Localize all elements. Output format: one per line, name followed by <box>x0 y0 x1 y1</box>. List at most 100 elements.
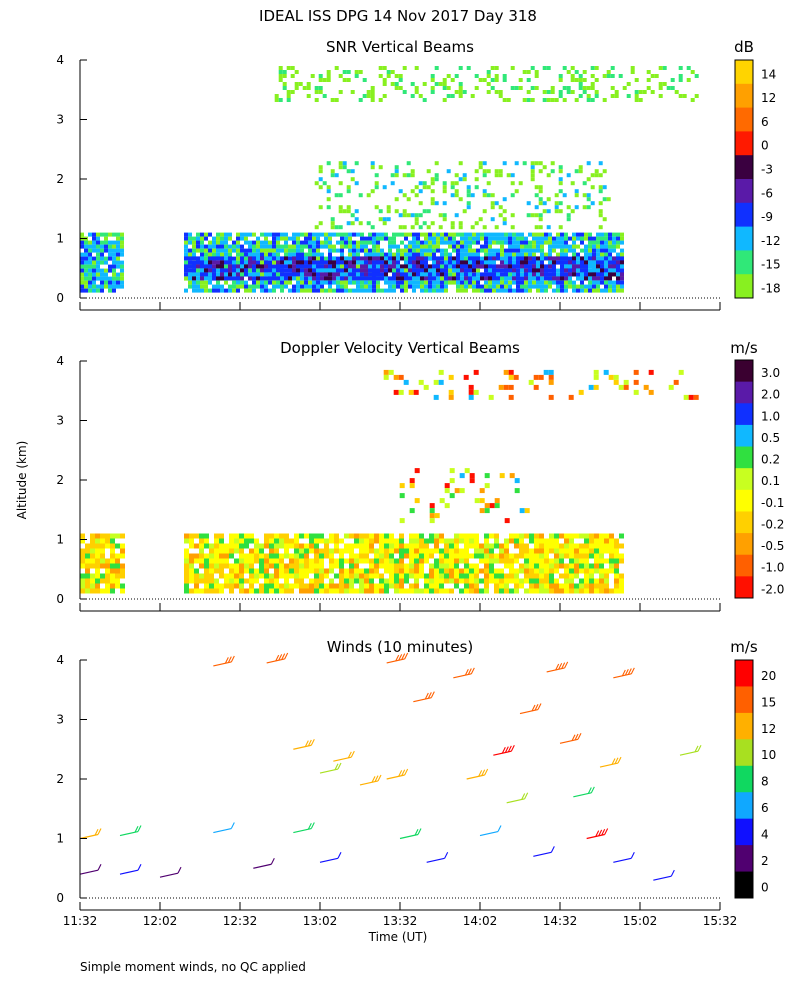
heatmap-cell <box>406 213 411 218</box>
heatmap-cell <box>309 558 314 564</box>
heatmap-cell <box>184 588 189 594</box>
heatmap-cell <box>604 232 608 237</box>
heatmap-cell <box>268 256 272 261</box>
heatmap-cell <box>105 578 110 584</box>
heatmap-cell <box>494 578 499 584</box>
heatmap-cell <box>520 260 524 265</box>
wind-barb <box>533 846 555 857</box>
heatmap-cell <box>239 578 244 584</box>
heatmap-cell <box>424 548 429 554</box>
heatmap-cell <box>252 284 256 289</box>
heatmap-cell <box>386 209 391 214</box>
heatmap-cell <box>364 533 369 539</box>
heatmap-cell <box>474 185 479 190</box>
heatmap-cell <box>292 268 296 273</box>
heatmap-cell <box>244 260 248 265</box>
heatmap-cell <box>298 82 303 86</box>
heatmap-cell <box>380 268 384 273</box>
heatmap-cell <box>264 236 268 241</box>
heatmap-cell <box>592 284 596 289</box>
heatmap-cell <box>344 543 349 549</box>
heatmap-cell <box>582 181 587 186</box>
heatmap-cell <box>559 558 564 564</box>
heatmap-cell <box>589 553 594 559</box>
heatmap-cell <box>602 197 607 202</box>
heatmap-cell <box>440 264 444 269</box>
heatmap-cell <box>300 260 304 265</box>
heatmap-cell <box>510 181 515 186</box>
heatmap-cell <box>449 553 454 559</box>
heatmap-cell <box>568 236 572 241</box>
heatmap-cell <box>419 573 424 579</box>
heatmap-cell <box>508 284 512 289</box>
heatmap-cell <box>442 181 447 186</box>
heatmap-cell <box>95 543 100 549</box>
heatmap-cell <box>378 66 383 70</box>
heatmap-cell <box>492 276 496 281</box>
heatmap-cell <box>424 240 428 245</box>
heatmap-cell <box>199 548 204 554</box>
heatmap-cell <box>504 558 509 564</box>
heatmap-cell <box>112 244 116 249</box>
heatmap-cell <box>116 284 120 289</box>
heatmap-cell <box>304 548 309 554</box>
heatmap-cell <box>536 284 540 289</box>
heatmap-cell <box>212 260 216 265</box>
heatmap-cell <box>284 276 288 281</box>
heatmap-cell <box>499 578 504 584</box>
heatmap-cell <box>84 252 88 257</box>
heatmap-cell <box>598 213 603 218</box>
heatmap-cell <box>474 533 479 539</box>
colorbar-swatch <box>735 712 753 740</box>
heatmap-cell <box>468 248 472 253</box>
heatmap-cell <box>470 94 475 98</box>
heatmap-cell <box>120 232 124 237</box>
heatmap-cell <box>446 169 451 174</box>
heatmap-cell <box>105 588 110 594</box>
heatmap-cell <box>544 573 549 579</box>
heatmap-cell <box>492 264 496 269</box>
heatmap-cell <box>588 284 592 289</box>
heatmap-cell <box>324 538 329 544</box>
heatmap-cell <box>224 248 228 253</box>
heatmap-cell <box>276 272 280 277</box>
heatmap-cell <box>482 78 487 82</box>
heatmap-cell <box>468 252 472 257</box>
heatmap-cell <box>550 90 555 94</box>
heatmap-cell <box>468 256 472 261</box>
heatmap-cell <box>304 268 308 273</box>
heatmap-cell <box>392 240 396 245</box>
heatmap-cell <box>574 588 579 594</box>
heatmap-cell <box>436 248 440 253</box>
heatmap-cell <box>399 493 405 499</box>
heatmap-cell <box>84 268 88 273</box>
heatmap-cell <box>496 248 500 253</box>
heatmap-cell <box>419 533 424 539</box>
heatmap-cell <box>204 533 209 539</box>
heatmap-cell <box>296 280 300 285</box>
heatmap-cell <box>248 252 252 257</box>
heatmap-cell <box>589 538 594 544</box>
heatmap-cell <box>300 248 304 253</box>
heatmap-cell <box>272 268 276 273</box>
heatmap-cell <box>534 583 539 589</box>
heatmap-cell <box>292 256 296 261</box>
heatmap-cell <box>509 538 514 544</box>
heatmap-cell <box>115 553 120 559</box>
heatmap-cell <box>408 389 414 395</box>
heatmap-cell <box>429 533 434 539</box>
heatmap-cell <box>508 272 512 277</box>
heatmap-cell <box>328 260 332 265</box>
heatmap-cell <box>100 248 104 253</box>
heatmap-cell <box>480 260 484 265</box>
heatmap-cell <box>339 558 344 564</box>
heatmap-cell <box>284 236 288 241</box>
heatmap-cell <box>312 280 316 285</box>
heatmap-cell <box>320 288 324 293</box>
heatmap-cell <box>688 394 694 400</box>
heatmap-cell <box>546 98 551 102</box>
heatmap-cell <box>196 268 200 273</box>
heatmap-cell <box>394 548 399 554</box>
heatmap-cell <box>612 244 616 249</box>
colorbar-swatch <box>735 250 753 275</box>
